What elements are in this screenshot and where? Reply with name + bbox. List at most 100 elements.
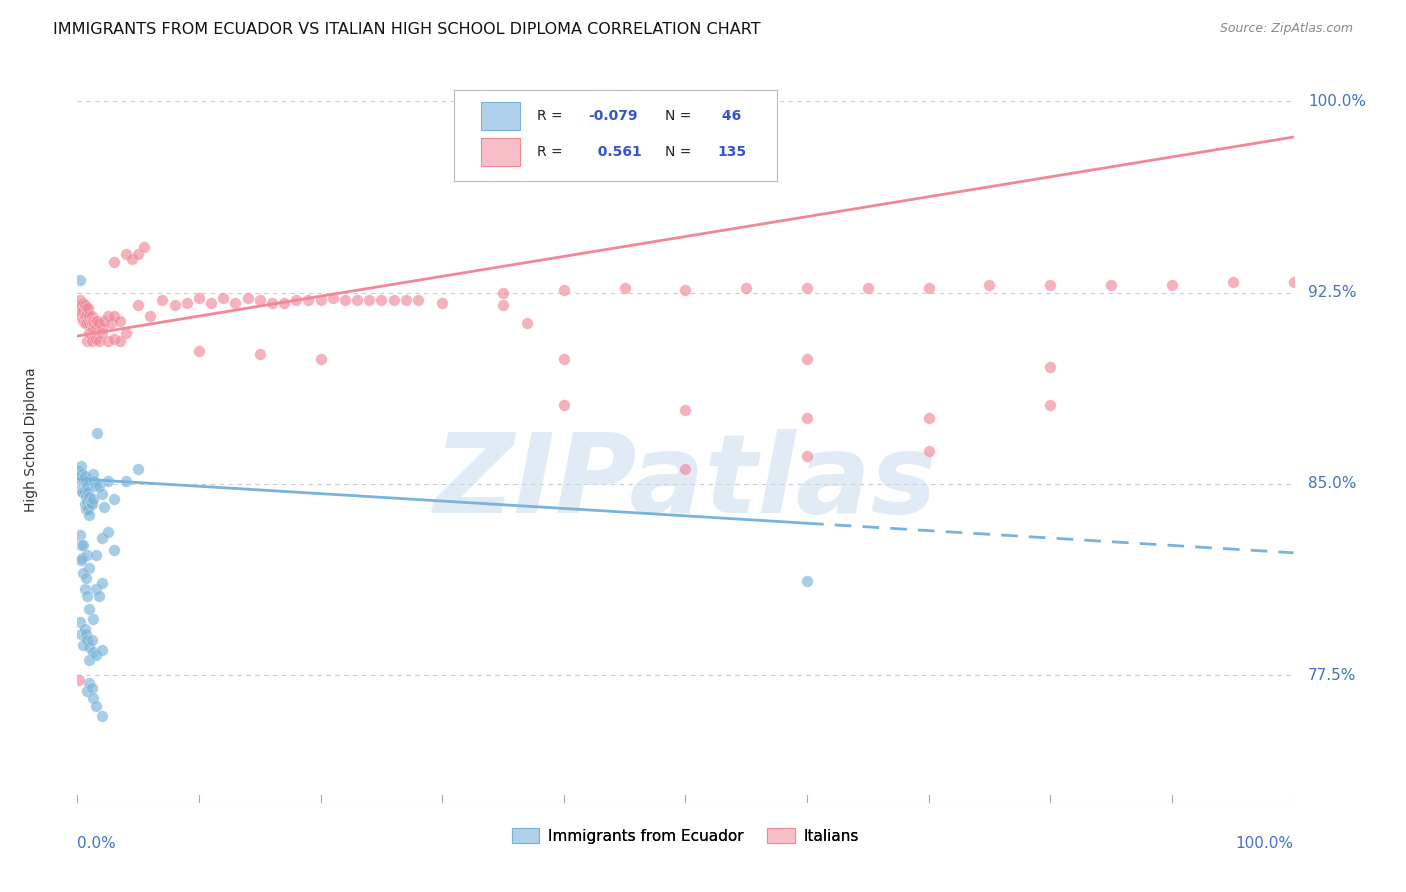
Point — [127, 298, 149, 312]
Point — [72, 303, 94, 318]
Point — [103, 492, 125, 507]
Point — [796, 280, 818, 294]
Point — [90, 642, 112, 657]
Point — [73, 623, 96, 637]
Point — [97, 334, 120, 348]
Point — [80, 309, 103, 323]
Point — [309, 293, 332, 308]
Point — [73, 309, 96, 323]
Point — [73, 469, 96, 483]
Point — [675, 283, 697, 297]
Point — [67, 298, 90, 312]
Point — [70, 467, 93, 481]
Point — [108, 334, 131, 348]
Point — [249, 347, 271, 361]
Point — [73, 582, 96, 596]
Point — [76, 495, 98, 509]
Point — [115, 475, 138, 489]
Point — [79, 316, 101, 330]
Text: 92.5%: 92.5% — [1308, 285, 1357, 300]
Point — [90, 576, 112, 591]
Point — [134, 240, 156, 254]
Point — [84, 582, 107, 596]
Point — [796, 449, 818, 463]
Point — [80, 497, 103, 511]
Point — [73, 484, 96, 499]
Point — [735, 280, 758, 294]
Point — [75, 316, 97, 330]
Point — [84, 549, 107, 563]
Point — [1161, 277, 1184, 292]
Point — [84, 698, 107, 713]
Point — [80, 334, 103, 348]
Point — [73, 316, 96, 330]
Point — [70, 553, 93, 567]
Point — [79, 508, 101, 522]
Point — [89, 334, 111, 348]
Point — [76, 316, 98, 330]
Point — [80, 681, 103, 695]
Point — [69, 472, 91, 486]
Point — [69, 273, 91, 287]
Point — [75, 571, 97, 585]
Point — [75, 627, 97, 641]
Text: IMMIGRANTS FROM ECUADOR VS ITALIAN HIGH SCHOOL DIPLOMA CORRELATION CHART: IMMIGRANTS FROM ECUADOR VS ITALIAN HIGH … — [53, 22, 761, 37]
Point — [918, 410, 941, 425]
Point — [979, 277, 1001, 292]
Point — [1039, 359, 1062, 374]
Point — [70, 306, 93, 320]
Point — [70, 484, 93, 499]
Point — [69, 293, 91, 308]
Point — [176, 296, 198, 310]
Text: N =: N = — [665, 109, 696, 123]
Point — [613, 280, 636, 294]
Point — [82, 612, 104, 626]
Point — [82, 314, 104, 328]
Point — [80, 314, 103, 328]
Point — [83, 475, 105, 489]
Text: Source: ZipAtlas.com: Source: ZipAtlas.com — [1219, 22, 1353, 36]
Point — [72, 566, 94, 581]
Point — [67, 673, 90, 688]
Point — [89, 316, 111, 330]
Point — [200, 296, 222, 310]
Point — [82, 492, 104, 507]
Point — [77, 484, 100, 499]
Point — [93, 859, 115, 873]
Point — [79, 326, 101, 341]
Point — [77, 502, 100, 516]
Point — [90, 326, 112, 341]
Point — [918, 443, 941, 458]
Point — [73, 497, 96, 511]
Point — [359, 293, 381, 308]
Point — [93, 500, 115, 514]
Point — [115, 247, 138, 261]
Point — [70, 301, 93, 315]
Point — [82, 467, 104, 481]
Point — [80, 495, 103, 509]
Point — [72, 314, 94, 328]
Point — [100, 316, 122, 330]
Point — [492, 285, 515, 300]
Point — [79, 640, 101, 655]
Text: -0.079: -0.079 — [588, 109, 638, 123]
Point — [285, 293, 308, 308]
Point — [75, 309, 97, 323]
Text: 77.5%: 77.5% — [1308, 668, 1357, 682]
Point — [108, 314, 131, 328]
Point — [395, 293, 418, 308]
Point — [89, 479, 111, 493]
Point — [382, 293, 405, 308]
Point — [84, 321, 107, 335]
Point — [492, 298, 515, 312]
Point — [188, 344, 211, 359]
Point — [103, 543, 125, 558]
Point — [72, 484, 94, 499]
Point — [76, 479, 98, 493]
Point — [297, 293, 319, 308]
Point — [82, 321, 104, 335]
Point — [127, 247, 149, 261]
Point — [260, 296, 283, 310]
Point — [430, 296, 453, 310]
Point — [90, 709, 112, 723]
